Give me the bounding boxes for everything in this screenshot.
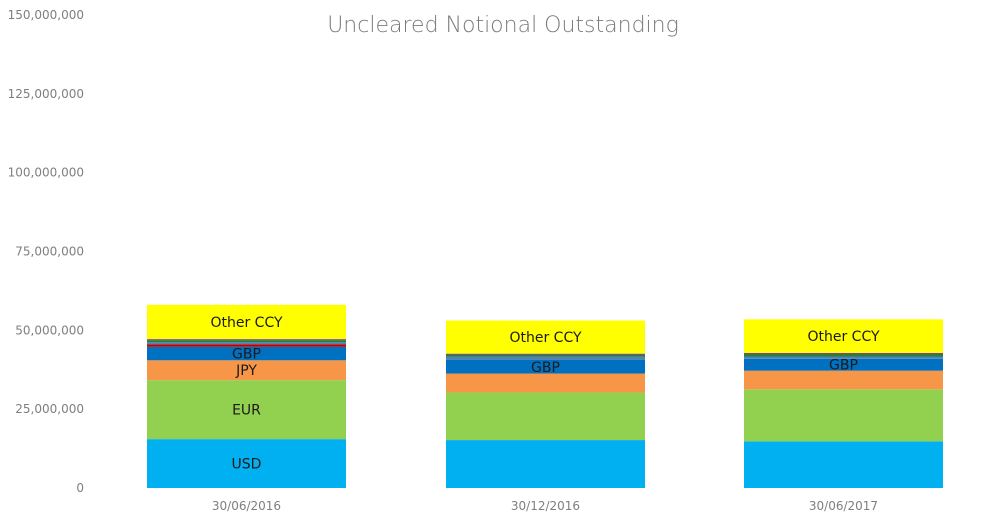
bar-segment-minor-3 [744, 353, 943, 354]
bar-segment-jpy-1 [147, 360, 346, 381]
bar-segment-minor-1 [147, 342, 346, 345]
bar-segment-gbp-3 [744, 358, 943, 371]
y-tick-label: 125,000,000 [8, 87, 84, 101]
bar-segment-label: GBP [531, 360, 560, 376]
bar-segment-minor-2 [446, 356, 645, 360]
bar-segment-eur-3 [744, 389, 943, 442]
bar-segment-minor-2 [446, 354, 645, 357]
x-axis: 30/06/2016 30/12/2016 30/06/2017 [212, 499, 878, 513]
y-axis: 0 25,000,000 50,000,000 75,000,000 100,000,0… [8, 8, 84, 495]
bar-segment-label: JPY [235, 363, 257, 379]
y-tick-label: 150,000,000 [8, 8, 84, 22]
bar-segment-label: GBP [232, 347, 261, 363]
y-tick-label: 50,000,000 [15, 323, 84, 337]
bar-segment-other-ccy-2 [446, 320, 645, 354]
bar-segment-other-ccy-1 [147, 304, 346, 340]
bar-segment-minor-1 [147, 340, 346, 343]
bar-segment-label: Other CCY [210, 315, 283, 331]
bar-segment-minor-2 [446, 353, 645, 355]
bar-segment-minor-1 [147, 339, 346, 341]
chart-title: Uncleared Notional Outstanding [327, 13, 679, 38]
y-tick-label: 100,000,000 [8, 166, 84, 180]
bar-segment-jpy-3 [744, 370, 943, 390]
bar-segment-label: Other CCY [807, 329, 880, 345]
bar-segment-label: USD [232, 457, 262, 473]
bar-segment-label: EUR [232, 403, 261, 419]
bar-segment-eur-1 [147, 380, 346, 440]
bar-segment-label: Other CCY [509, 330, 582, 346]
bar-segment-usd-3 [744, 441, 943, 488]
bar-segment-other-ccy-3 [744, 319, 943, 354]
bar-segment-minor-3 [744, 353, 943, 357]
x-tick-label: 30/06/2016 [212, 499, 281, 513]
bar-segment-usd-1 [147, 439, 346, 488]
x-tick-label: 30/12/2016 [511, 499, 580, 513]
bar-segment-eur-2 [446, 392, 645, 441]
bar-segment-usd-2 [446, 440, 645, 488]
x-tick-label: 30/06/2017 [809, 499, 878, 513]
y-tick-label: 75,000,000 [15, 245, 84, 259]
y-tick-label: 0 [76, 481, 84, 495]
bar-segment-minor-3 [744, 356, 943, 359]
bar-segment-minor-1 [147, 344, 346, 347]
bar-segment-jpy-2 [446, 373, 645, 393]
bar-segment-label: GBP [829, 358, 858, 374]
y-tick-label: 25,000,000 [15, 402, 84, 416]
bar-segment-gbp-2 [446, 359, 645, 374]
bar-segment-gbp-1 [147, 346, 346, 361]
